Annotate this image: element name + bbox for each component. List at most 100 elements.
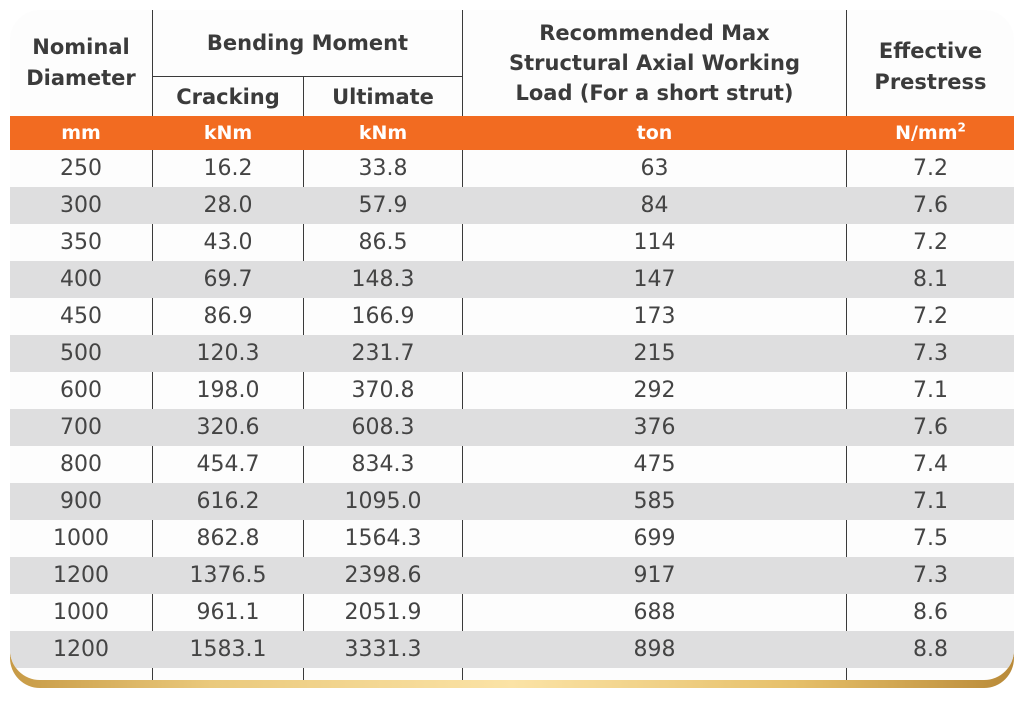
cell-prestress: 7.3 (913, 563, 948, 588)
header-subdivider (153, 76, 462, 77)
cell-ultimate: 2051.9 (344, 600, 422, 625)
spec-table: Nominal Diameter Bending Moment Cracking… (10, 10, 1014, 680)
cell-prestress: 7.3 (913, 341, 948, 366)
cell-load: 215 (633, 341, 676, 366)
table-row: 900 616.2 1095.0 585 7.1 (10, 483, 1014, 520)
cell-ultimate: 3331.3 (344, 637, 422, 662)
cell-load: 376 (633, 415, 676, 440)
cell-load: 147 (633, 267, 676, 292)
cell-cracking: 28.0 (203, 193, 253, 218)
cell-cracking: 616.2 (196, 489, 260, 514)
cell-ultimate: 370.8 (351, 378, 415, 403)
cell-ultimate: 2398.6 (344, 563, 422, 588)
cell-diameter: 350 (60, 230, 102, 255)
header-bending-moment: Bending Moment (206, 31, 409, 55)
cell-prestress: 8.6 (913, 600, 948, 625)
cell-prestress: 7.1 (913, 489, 948, 514)
cell-load: 84 (640, 193, 669, 218)
table-row: 800 454.7 834.3 475 7.4 (10, 446, 1014, 483)
cell-ultimate: 148.3 (351, 267, 415, 292)
cell-diameter: 300 (60, 193, 102, 218)
table-row: 400 69.7 148.3 147 8.1 (10, 261, 1014, 298)
cell-cracking: 961.1 (196, 600, 260, 625)
cell-prestress: 7.2 (913, 304, 948, 329)
unit-prestress-exponent: 2 (957, 120, 966, 135)
unit-prestress: N/mm2 (847, 116, 1014, 150)
cell-diameter: 800 (60, 452, 102, 477)
cell-load: 585 (633, 489, 676, 514)
cell-diameter: 1000 (53, 526, 109, 551)
column-divider (303, 76, 304, 680)
cell-ultimate: 834.3 (351, 452, 415, 477)
cell-diameter: 700 (60, 415, 102, 440)
cell-load: 292 (633, 378, 676, 403)
table-row: 350 43.0 86.5 114 7.2 (10, 224, 1014, 261)
cell-cracking: 120.3 (196, 341, 260, 366)
cell-load: 63 (640, 156, 669, 181)
cell-diameter: 1000 (53, 600, 109, 625)
cell-diameter: 500 (60, 341, 102, 366)
cell-prestress: 7.5 (913, 526, 948, 551)
cell-cracking: 16.2 (203, 156, 253, 181)
cell-cracking: 43.0 (203, 230, 253, 255)
cell-cracking: 86.9 (203, 304, 253, 329)
table-row: 1000 862.8 1564.3 699 7.5 (10, 520, 1014, 557)
header-cracking: Cracking (176, 84, 280, 109)
cell-ultimate: 33.8 (358, 156, 408, 181)
cell-cracking: 454.7 (196, 452, 260, 477)
table-row: 250 16.2 33.8 63 7.2 (10, 150, 1014, 187)
cell-load: 688 (633, 600, 676, 625)
cell-load: 917 (633, 563, 676, 588)
cell-ultimate: 86.5 (358, 230, 408, 255)
cell-diameter: 450 (60, 304, 102, 329)
unit-ultimate: kNm (358, 122, 408, 144)
cell-load: 475 (633, 452, 676, 477)
cell-ultimate: 231.7 (351, 341, 415, 366)
cell-diameter: 400 (60, 267, 102, 292)
header-effective-prestress: Effective Prestress (874, 39, 987, 94)
cell-ultimate: 166.9 (351, 304, 415, 329)
cell-diameter: 1200 (53, 563, 109, 588)
table-row: 700 320.6 608.3 376 7.6 (10, 409, 1014, 446)
cell-prestress: 8.8 (913, 637, 948, 662)
cell-prestress: 7.2 (913, 230, 948, 255)
cell-prestress: 7.6 (913, 193, 948, 218)
header-ultimate: Ultimate (332, 84, 434, 109)
table-row: 300 28.0 57.9 84 7.6 (10, 187, 1014, 224)
table-row: 600 198.0 370.8 292 7.1 (10, 372, 1014, 409)
cell-load: 173 (633, 304, 676, 329)
header-axial-working-load: Recommended Max Structural Axial Working… (509, 21, 800, 105)
unit-diameter: mm (61, 122, 101, 144)
cell-cracking: 198.0 (196, 378, 260, 403)
cell-prestress: 7.4 (913, 452, 948, 477)
cell-ultimate: 1564.3 (344, 526, 422, 551)
table-row: 1200 1376.5 2398.6 917 7.3 (10, 557, 1014, 594)
unit-prestress-base: N/mm (895, 122, 958, 144)
cell-cracking: 1376.5 (189, 563, 267, 588)
table-body: 250 16.2 33.8 63 7.2 300 28.0 57.9 84 7.… (10, 150, 1014, 668)
cell-ultimate: 608.3 (351, 415, 415, 440)
cell-prestress: 7.6 (913, 415, 948, 440)
cell-diameter: 600 (60, 378, 102, 403)
cell-cracking: 69.7 (203, 267, 253, 292)
cell-prestress: 7.1 (913, 378, 948, 403)
cell-cracking: 1583.1 (189, 637, 267, 662)
cell-diameter: 900 (60, 489, 102, 514)
cell-load: 898 (633, 637, 676, 662)
cell-prestress: 8.1 (913, 267, 948, 292)
cell-load: 114 (633, 230, 676, 255)
table-row: 1200 1583.1 3331.3 898 8.8 (10, 631, 1014, 668)
units-row: mm kNm kNm ton N/mm2 (10, 116, 1014, 150)
cell-ultimate: 1095.0 (344, 489, 422, 514)
cell-diameter: 1200 (53, 637, 109, 662)
header-nominal-diameter: Nominal Diameter (26, 35, 136, 90)
cell-diameter: 250 (60, 156, 102, 181)
table-row: 1000 961.1 2051.9 688 8.6 (10, 594, 1014, 631)
table-row: 500 120.3 231.7 215 7.3 (10, 335, 1014, 372)
cell-ultimate: 57.9 (358, 193, 408, 218)
cell-load: 699 (633, 526, 676, 551)
unit-cracking: kNm (203, 122, 253, 144)
table-row: 450 86.9 166.9 173 7.2 (10, 298, 1014, 335)
cell-cracking: 320.6 (196, 415, 260, 440)
unit-load: ton (636, 122, 673, 144)
